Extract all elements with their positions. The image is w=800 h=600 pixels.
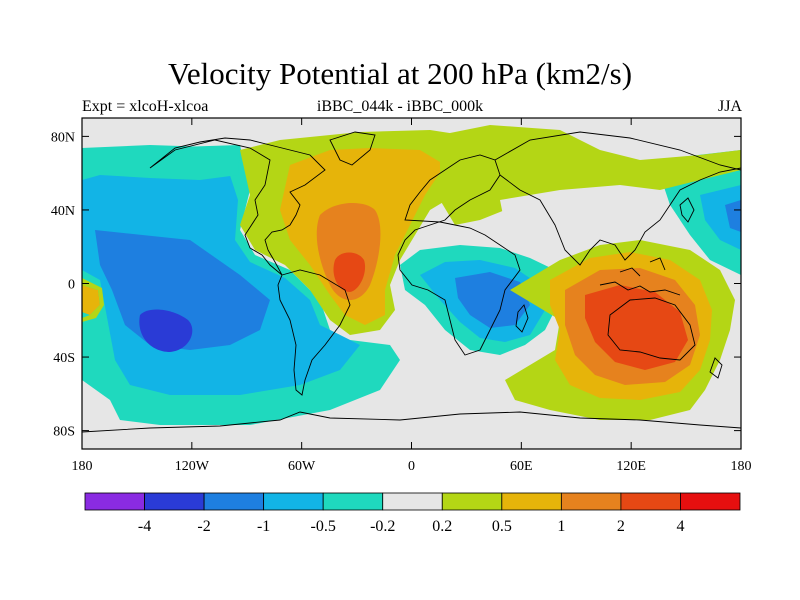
latitude-ticks: 80N 40N 0 40S 80S (51, 130, 741, 440)
colorbar-label: -2 (197, 518, 210, 535)
lon-tick-label: 180 (731, 459, 752, 474)
coastlines (82, 131, 741, 433)
colorbar: -4 -2 -1 -0.5 -0.2 0.2 0.5 1 2 4 (84, 492, 741, 535)
lon-tick-label: 120W (175, 459, 210, 474)
contour-pos-2-australia (585, 285, 688, 370)
difference-label: iBBC_044k - iBBC_000k (316, 98, 484, 115)
lat-tick-label: 0 (68, 278, 75, 293)
contour-neg-2-pacific (139, 309, 193, 352)
colorbar-swatch (322, 492, 384, 511)
contour-pos-2-atlantic (333, 252, 366, 292)
colorbar-label: 2 (617, 518, 625, 535)
lon-tick-label: 120E (616, 459, 646, 474)
colorbar-swatch (441, 492, 503, 511)
contour-neg-1-pacific (95, 230, 270, 350)
contour-neg-1-africa (455, 272, 530, 328)
lat-tick-label: 40N (51, 204, 75, 219)
colorbar-label: 1 (557, 518, 565, 535)
contour-field (82, 118, 741, 449)
colorbar-swatch (382, 492, 443, 511)
colorbar-swatch (501, 492, 562, 511)
colorbar-swatch (263, 492, 324, 511)
lon-tick-label: 180 (72, 459, 93, 474)
colorbar-swatch (84, 492, 145, 511)
contour-neg-0-5-east (700, 185, 741, 250)
colorbar-swatch (560, 492, 622, 511)
colorbar-label: -0.5 (311, 518, 336, 535)
colorbar-swatch (620, 492, 681, 511)
season-label: JJA (717, 98, 742, 115)
lon-tick-label: 60E (510, 459, 533, 474)
colorbar-swatch (144, 492, 205, 511)
contour-neg-1-east (725, 200, 741, 232)
plot-title: Velocity Potential at 200 hPa (km2/s) (167, 56, 633, 91)
longitude-ticks: 180 120W 60W 0 60E 120E 180 (72, 118, 752, 474)
lat-tick-label: 40S (53, 351, 75, 366)
contour-pos-0-5-dateline (82, 285, 100, 315)
colorbar-swatch (680, 492, 741, 511)
colorbar-label: -1 (257, 518, 270, 535)
colorbar-label: 0.2 (432, 518, 452, 535)
colorbar-label: -4 (138, 518, 151, 535)
contour-pos-0-2-dateline (82, 278, 104, 322)
colorbar-label: 0.5 (492, 518, 512, 535)
contour-pos-1-atlantic (316, 203, 381, 300)
lon-tick-label: 60W (288, 459, 316, 474)
colorbar-swatch (203, 492, 265, 511)
contour-neutral-mideast (500, 185, 680, 250)
lat-tick-label: 80S (53, 425, 75, 440)
colorbar-label: -0.2 (370, 518, 395, 535)
lon-tick-label: 0 (408, 459, 415, 474)
contour-neg-0-2-nepacific (82, 145, 240, 180)
lat-tick-label: 80N (51, 130, 75, 145)
experiment-label: Expt = xlcoH-xlcoa (82, 98, 209, 115)
colorbar-label: 4 (676, 518, 684, 535)
